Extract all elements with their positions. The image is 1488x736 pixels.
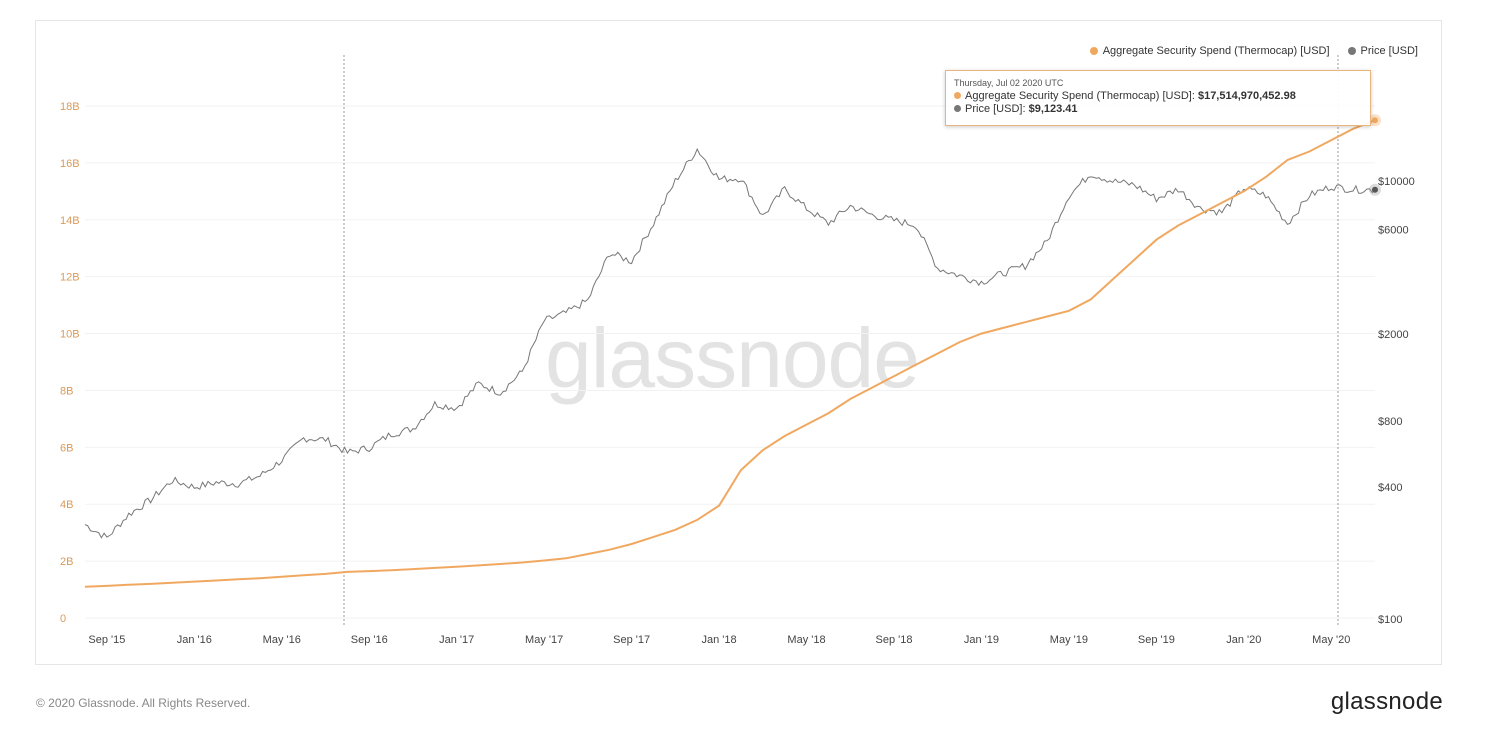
legend-label: Price [USD] [1360, 45, 1418, 57]
right-tick-label: $400 [1378, 482, 1402, 494]
left-tick-label: 4B [60, 499, 73, 511]
right-tick-label: $100 [1378, 614, 1402, 626]
orange-dot-icon [954, 92, 961, 99]
gray-dot-icon [954, 105, 961, 112]
x-tick-label: Sep '15 [88, 634, 125, 646]
thermocap-highlight-point [1372, 117, 1378, 124]
tooltip-date: Thursday, Jul 02 2020 UTC [954, 78, 1064, 88]
right-tick-label: $10000 [1378, 176, 1415, 188]
left-tick-label: 6B [60, 442, 73, 454]
tooltip-row-price: Price [USD]: $9,123.41 [954, 103, 1362, 116]
x-tick-label: Jan '20 [1226, 634, 1261, 646]
x-tick-label: Sep '17 [613, 634, 650, 646]
left-tick-label: 14B [60, 215, 80, 227]
thermocap-line [84, 119, 1376, 588]
x-tick-label: Jan '17 [439, 634, 474, 646]
tooltip-label: Price [USD]: [965, 103, 1029, 115]
x-tick-label: May '16 [263, 634, 301, 646]
legend-label: Aggregate Security Spend (Thermocap) [US… [1102, 45, 1330, 57]
orange-dot-icon [1089, 47, 1098, 56]
glassnode-logo[interactable]: glassnode [1330, 688, 1443, 715]
tooltip-value: $9,123.41 [1028, 103, 1078, 115]
price-line [84, 147, 1376, 539]
chart-card [35, 20, 1442, 665]
legend: Aggregate Security Spend (Thermocap) [US… [1089, 45, 1418, 57]
tooltip-value: $17,514,970,452.98 [1197, 90, 1296, 102]
x-tick-label: May '17 [525, 634, 563, 646]
gray-dot-icon [1347, 47, 1356, 56]
x-tick-label: Jan '16 [177, 634, 212, 646]
x-tick-label: Sep '18 [875, 634, 912, 646]
right-tick-label: $6000 [1378, 225, 1409, 237]
left-tick-label: 2B [60, 556, 73, 568]
tooltip-label: Aggregate Security Spend (Thermocap) [US… [965, 90, 1198, 102]
price-highlight-point [1372, 186, 1378, 193]
copyright: © 2020 Glassnode. All Rights Reserved. [36, 696, 251, 710]
right-tick-label: $2000 [1378, 329, 1409, 341]
legend-item-price[interactable]: Price [USD] [1347, 45, 1418, 57]
legend-item-thermocap[interactable]: Aggregate Security Spend (Thermocap) [US… [1089, 45, 1330, 57]
x-tick-label: Jan '18 [701, 634, 736, 646]
left-tick-label: 8B [60, 385, 73, 397]
right-tick-label: $800 [1378, 416, 1402, 428]
left-tick-label: 12B [60, 272, 80, 284]
watermark: glassnode [545, 311, 920, 405]
x-tick-label: May '18 [787, 634, 825, 646]
tooltip: Thursday, Jul 02 2020 UTC Aggregate Secu… [945, 70, 1371, 126]
x-tick-label: Sep '19 [1138, 634, 1175, 646]
left-tick-label: 18B [60, 101, 80, 113]
tooltip-row-thermocap: Aggregate Security Spend (Thermocap) [US… [954, 90, 1362, 103]
x-tick-label: Sep '16 [351, 634, 388, 646]
left-tick-label: 16B [60, 158, 80, 170]
x-tick-label: Jan '19 [964, 634, 999, 646]
left-tick-label: 0 [60, 613, 66, 625]
x-tick-label: May '19 [1050, 634, 1088, 646]
x-tick-label: May '20 [1312, 634, 1350, 646]
left-tick-label: 10B [60, 329, 80, 341]
